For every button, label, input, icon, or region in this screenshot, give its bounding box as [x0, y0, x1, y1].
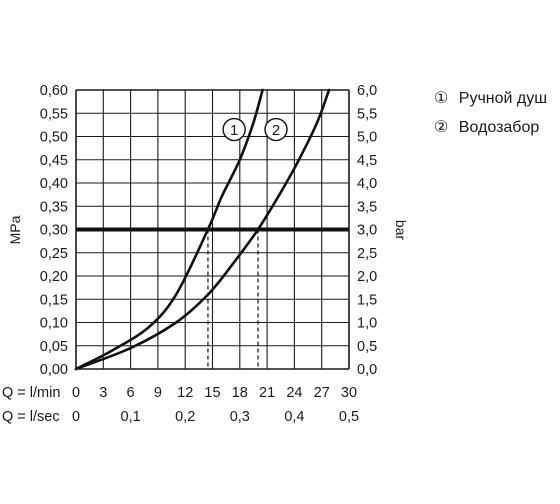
- x-lsec-tick-label: 0,3: [230, 409, 250, 425]
- y-right-tick-label: 6,0: [357, 83, 377, 99]
- y-left-tick-label: 0,40: [40, 176, 68, 192]
- y-left-tick-label: 0,50: [40, 130, 68, 146]
- x-lmin-tick-label: 15: [204, 385, 220, 401]
- series-marker-label-2: 2: [272, 122, 280, 139]
- y-left-tick-label: 0,00: [40, 362, 68, 378]
- x-lsec-tick-label: 0: [72, 409, 80, 425]
- legend: ① Ручной душ ② Водозабор: [434, 90, 547, 136]
- reference-line-group: [76, 227, 349, 369]
- y-right-tick-label: 5,0: [357, 130, 377, 146]
- x-lmin-tick-label: 6: [127, 385, 135, 401]
- x-lmin-tick-label: 24: [286, 385, 302, 401]
- chart-curves: [74, 88, 331, 371]
- y-right-tick-label: 4,5: [357, 153, 377, 169]
- y-right-tick-label: 3,5: [357, 199, 377, 215]
- chart-labels: 0 3 6 9 12 15 18 21 24 27 300,00 0,00,05 0,50,10 1,00…: [40, 83, 377, 425]
- y-left-tick-label: 0,55: [40, 106, 68, 122]
- y-right-tick-label: 1,0: [357, 316, 377, 332]
- legend-label-2: Водозабор: [459, 119, 540, 136]
- y-right-tick-label: 1,5: [357, 292, 377, 308]
- x-lmin-axis-label: Q = l/min: [2, 385, 60, 401]
- legend-marker-2: ②: [434, 119, 448, 136]
- y-left-tick-label: 0,20: [40, 269, 68, 285]
- y-left-tick-label: 0,10: [40, 316, 68, 332]
- legend-item-2: ② Водозабор: [434, 119, 539, 136]
- x-lsec-axis-label: Q = l/sec: [2, 409, 60, 425]
- y-left-tick-label: 0,35: [40, 199, 68, 215]
- x-lmin-tick-label: 18: [232, 385, 248, 401]
- x-lmin-tick-label: 3: [99, 385, 107, 401]
- series-marker-label-1: 1: [230, 122, 238, 139]
- y-right-tick-label: 2,0: [357, 269, 377, 285]
- y-right-tick-label: 0,5: [357, 339, 377, 355]
- y-right-tick-label: 2,5: [357, 246, 377, 262]
- x-lmin-tick-label: 30: [341, 385, 357, 401]
- y-left-tick-label: 0,15: [40, 292, 68, 308]
- legend-marker-1: ①: [434, 90, 448, 107]
- legend-label-1: Ручной душ: [459, 90, 547, 107]
- y-left-tick-label: 0,45: [40, 153, 68, 169]
- y-left-tick-label: 0,60: [40, 83, 68, 99]
- y-right-tick-label: 3,0: [357, 223, 377, 239]
- y-left-tick-label: 0,25: [40, 246, 68, 262]
- x-lsec-tick-label: 0,2: [175, 409, 195, 425]
- y-left-axis-title: MPa: [7, 215, 23, 244]
- x-lmin-tick-label: 21: [259, 385, 275, 401]
- series-curve-2: [74, 88, 331, 371]
- y-left-tick-label: 0,30: [40, 223, 68, 239]
- series-marker-circle-2: [264, 117, 288, 142]
- series-marker-circle-1: [222, 117, 246, 142]
- y-right-tick-label: 4,0: [357, 176, 377, 192]
- x-lmin-tick-label: 27: [314, 385, 330, 401]
- x-lsec-tick-label: 0,5: [339, 409, 359, 425]
- y-left-tick-label: 0,05: [40, 339, 68, 355]
- x-lmin-tick-label: 0: [72, 385, 80, 401]
- legend-item-1: ① Ручной душ: [434, 90, 547, 107]
- x-lsec-tick-label: 0,4: [284, 409, 304, 425]
- y-right-tick-label: 0,0: [357, 362, 377, 378]
- series-curve-1: [74, 88, 264, 371]
- x-lsec-tick-label: 0,1: [121, 409, 141, 425]
- x-lmin-tick-label: 9: [154, 385, 162, 401]
- y-right-tick-label: 5,5: [357, 106, 377, 122]
- x-lmin-tick-label: 12: [177, 385, 193, 401]
- y-right-axis-title: bar: [393, 220, 409, 241]
